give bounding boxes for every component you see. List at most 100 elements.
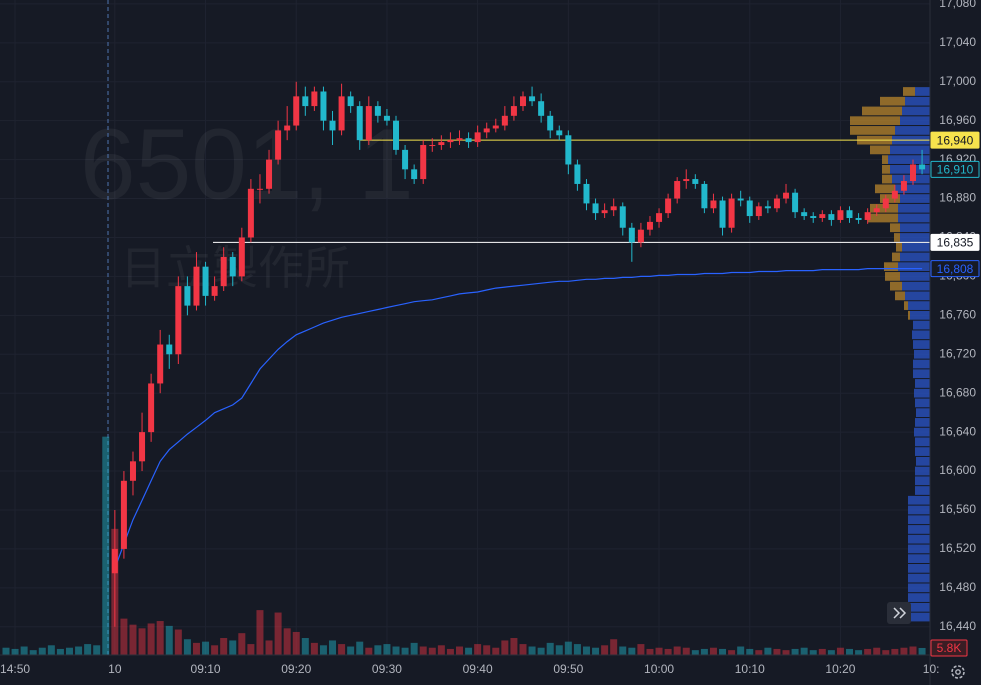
price-line-label: 16,940 <box>937 133 974 147</box>
last-volume-bg <box>930 639 968 657</box>
profile-bar <box>908 534 930 544</box>
candle-body <box>910 164 916 182</box>
x-tick-label: 14:50 <box>0 662 30 676</box>
profile-bar <box>908 495 930 505</box>
volume-bar <box>183 639 191 655</box>
candle-body <box>311 91 318 107</box>
candle-body <box>773 198 780 209</box>
profile-bar <box>914 427 930 437</box>
profile-bar <box>882 174 892 184</box>
y-tick-label: 16,640 <box>939 424 976 438</box>
candle-body <box>737 198 744 201</box>
candle-body <box>855 218 862 220</box>
profile-bar <box>915 379 930 388</box>
y-tick-label: 16,480 <box>939 580 976 594</box>
candle-body <box>474 132 481 143</box>
profile-bar <box>913 320 930 330</box>
volume-bar <box>138 628 146 655</box>
x-tick-label: 10:00 <box>644 662 674 676</box>
candle-body <box>692 179 699 184</box>
profile-bar <box>850 116 900 126</box>
volume-bar <box>338 644 346 655</box>
candle-body <box>465 138 472 143</box>
candle-body <box>220 256 227 287</box>
volume-bar <box>483 645 491 655</box>
y-tick-label: 17,040 <box>939 35 976 49</box>
scroll-icon <box>893 607 907 619</box>
profile-bar <box>895 126 930 135</box>
volume-bar <box>174 629 182 655</box>
x-tick-label: 10 <box>108 662 122 676</box>
candle-body <box>755 206 762 217</box>
volume-bar <box>700 648 708 655</box>
candle-body <box>411 169 418 180</box>
profile-bar <box>908 515 930 525</box>
y-tick-label: 16,520 <box>939 541 976 555</box>
candle-body <box>501 115 508 126</box>
volume-bar <box>646 648 654 655</box>
candle-body <box>792 192 799 213</box>
price-line-label-bg <box>930 233 980 251</box>
volume-bar <box>283 628 291 655</box>
volume-bar <box>891 648 899 655</box>
profile-bar <box>862 106 902 116</box>
volume-bar <box>537 647 545 655</box>
candle-body <box>429 145 436 147</box>
volume-bar <box>555 645 563 655</box>
volume-bar <box>592 647 600 655</box>
candle-body <box>900 181 907 191</box>
volume-bar <box>38 647 46 655</box>
volume-bar <box>56 648 64 655</box>
profile-bar <box>913 359 930 369</box>
candle-body <box>266 159 273 189</box>
volume-bar <box>365 647 373 655</box>
last-price-label-bg <box>930 160 980 178</box>
candle-body <box>320 91 327 121</box>
volume-bar <box>156 621 164 655</box>
volume-bar <box>501 640 509 655</box>
x-tick-label: 09:10 <box>191 662 221 676</box>
volume-bar <box>20 646 28 655</box>
volume-bar <box>401 647 409 655</box>
profile-bar <box>908 602 930 612</box>
volume-bar <box>519 644 527 655</box>
profile-bar <box>885 272 900 281</box>
last-price-label: 16,910 <box>937 163 974 177</box>
candle-body <box>111 548 118 574</box>
candle-body <box>420 145 427 180</box>
volume-bar <box>564 641 572 655</box>
volume-bar <box>202 641 210 655</box>
profile-bar <box>902 106 930 116</box>
profile-bar <box>902 281 930 291</box>
volume-bar <box>347 646 355 655</box>
profile-bar <box>915 418 930 427</box>
volume-bar <box>120 618 128 655</box>
y-tick-label: 16,600 <box>939 463 976 477</box>
scroll-button[interactable] <box>887 602 911 624</box>
profile-bar <box>908 593 930 602</box>
candle-body <box>819 214 826 219</box>
volume-bar <box>664 648 672 655</box>
y-tick-label: 16,560 <box>939 502 976 516</box>
profile-bar <box>880 96 905 106</box>
settings-button[interactable] <box>951 665 965 679</box>
x-tick-label: 10: <box>923 662 940 676</box>
candle-body <box>873 208 880 213</box>
profile-bar <box>882 155 888 164</box>
volume-bar <box>220 638 228 655</box>
volume-bar <box>882 650 890 655</box>
price-line-label-bg <box>930 131 980 149</box>
volume-bar <box>238 633 246 655</box>
volume-bar <box>29 650 37 655</box>
candle-body <box>719 200 726 228</box>
candle-body <box>193 266 200 306</box>
candle-body <box>175 286 182 355</box>
volume-bar <box>755 650 763 655</box>
price-axis-panel <box>930 0 981 685</box>
profile-bar <box>892 252 900 262</box>
candle-body <box>837 210 844 220</box>
profile-bar <box>914 388 930 398</box>
candle-body <box>256 188 263 190</box>
profile-bar <box>890 145 930 155</box>
